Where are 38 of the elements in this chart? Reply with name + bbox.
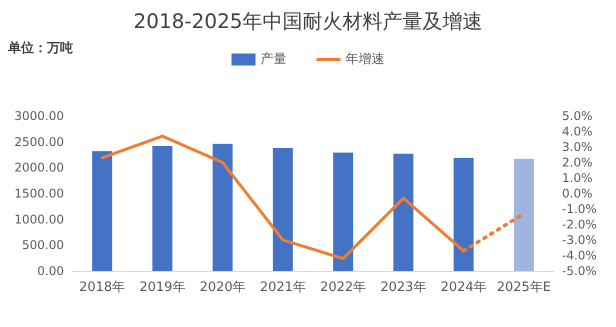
y2-tick-label: -2.0% <box>562 218 597 232</box>
bar <box>212 144 233 271</box>
y2-tick-label: -3.0% <box>562 233 597 247</box>
x-tick-label: 2022年 <box>320 280 366 295</box>
y2-tick-label: -5.0% <box>562 264 597 278</box>
y-tick-label: 2000.00 <box>14 160 64 175</box>
legend-label: 产量 <box>260 52 286 67</box>
bar <box>152 146 172 271</box>
y-tick-label: 1000.00 <box>14 212 64 226</box>
text: 单位：万吨 <box>7 40 73 56</box>
bar <box>514 158 534 271</box>
y-tick-label: 500.00 <box>22 238 64 252</box>
bar <box>393 154 414 271</box>
x-tick-label: 2020年 <box>200 280 246 295</box>
y-tick-label: 2500.00 <box>14 134 64 149</box>
y-tick-label: 3000.00 <box>14 109 64 123</box>
y2-tick-label: -4.0% <box>562 248 597 262</box>
y2-tick-label: 1.0% <box>562 171 592 185</box>
y-tick-label: 1500.00 <box>14 186 64 200</box>
x-tick-label: 2019年 <box>139 280 186 295</box>
x-tick-label: 2025年E <box>496 280 552 295</box>
y2-tick-label: 2.0% <box>562 156 592 170</box>
x-tick-label: 2023年 <box>380 280 426 295</box>
y2-tick-label: 0.0% <box>562 186 592 200</box>
y2-tick-label: -1.0% <box>562 202 597 216</box>
bar <box>272 148 293 271</box>
y2-tick-label: 3.0% <box>562 140 592 154</box>
bar <box>333 152 354 271</box>
x-tick-label: 2024年 <box>440 280 487 295</box>
bar <box>92 151 112 271</box>
x-tick-label: 2018年 <box>79 280 126 295</box>
y2-tick-label: 5.0% <box>562 109 592 123</box>
chart-title: 2018-2025年中国耐火材料产量及增速 <box>133 9 483 33</box>
x-tick-label: 2021年 <box>260 280 306 295</box>
y-tick-label: 0.00 <box>37 264 64 278</box>
legend-label: 年增速 <box>346 52 384 67</box>
bar <box>454 158 474 271</box>
y2-tick-label: 4.0% <box>562 124 592 138</box>
